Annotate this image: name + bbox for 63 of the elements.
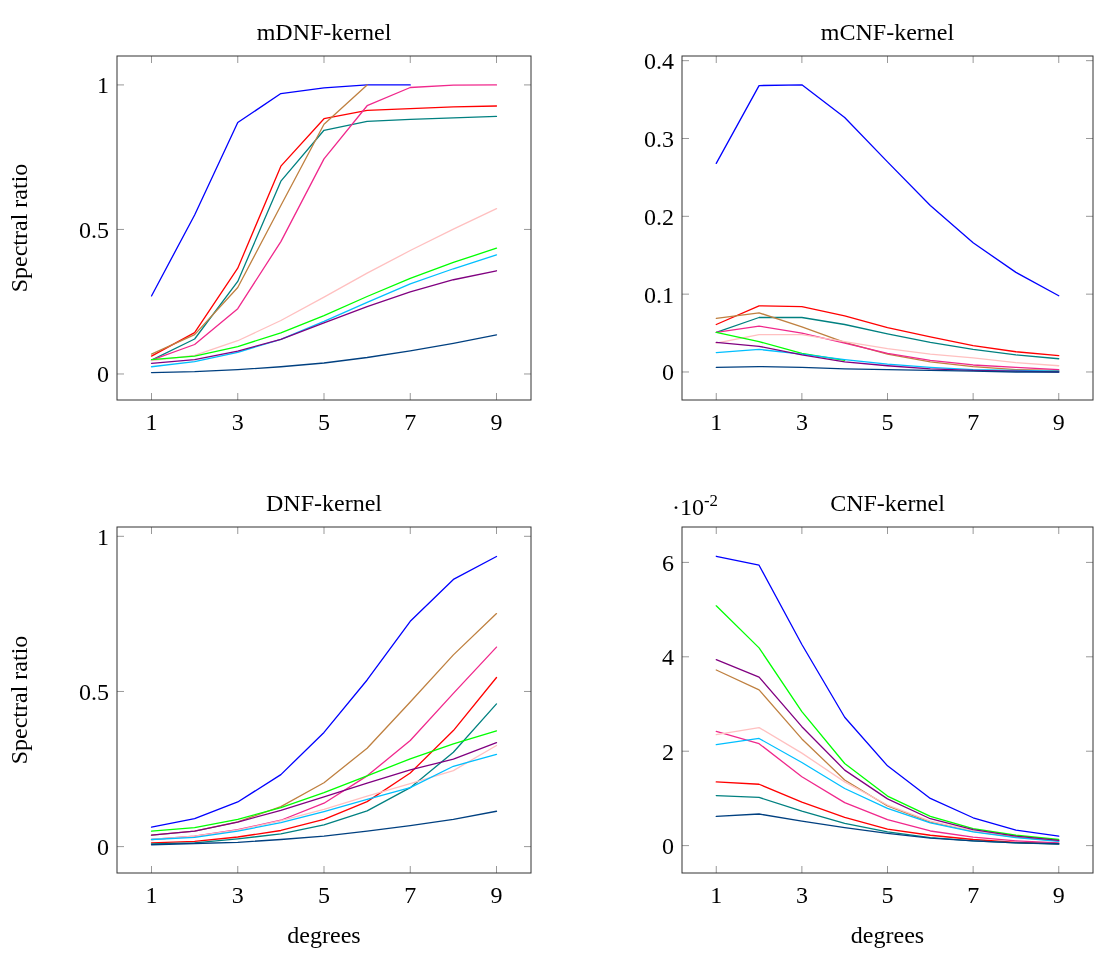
x-tick-label: 5 — [318, 882, 330, 908]
line-series — [150, 703, 498, 845]
x-tick-label: 9 — [1052, 882, 1065, 908]
text: ·10$^{-2}$ — [672, 490, 718, 520]
y-tick-label: 4 — [662, 644, 674, 671]
y-tick-label: 1 — [97, 72, 109, 99]
x-tick-label: 1 — [145, 409, 158, 435]
line-series — [150, 730, 498, 832]
y-tick-label: 0 — [97, 361, 109, 388]
line-series — [715, 312, 1060, 372]
y-axis-title: Spectral ratio — [6, 635, 32, 765]
y-tick-label: 0.4 — [644, 48, 674, 75]
line-series — [715, 605, 1060, 841]
x-tick-label: 5 — [318, 409, 330, 435]
x-tick-label: 9 — [1052, 409, 1065, 435]
chart-title: DNF-kernel — [266, 490, 383, 516]
line-series — [150, 555, 498, 828]
x-tick-label: 7 — [967, 409, 980, 435]
x-tick-label: 3 — [795, 882, 808, 908]
chart-title: mDNF-kernel — [256, 19, 392, 45]
y-tick-label: 0.5 — [79, 216, 109, 243]
x-tick-label: 9 — [490, 409, 503, 435]
line-series — [715, 331, 846, 361]
x-tick-label: 7 — [967, 882, 980, 908]
chart-title: mCNF-kernel — [820, 19, 955, 45]
x-axis-title: degrees — [850, 922, 925, 948]
line-series — [150, 676, 498, 844]
y-tick-label: 0 — [97, 834, 109, 861]
line-series — [715, 333, 1060, 367]
y-axis-title: Spectral ratio — [6, 163, 32, 293]
x-tick-label: 3 — [795, 409, 808, 435]
x-tick-label: 7 — [404, 882, 417, 908]
x-tick-label: 5 — [881, 882, 894, 908]
x-tick-label: 9 — [490, 882, 503, 908]
chart-title: CNF-kernel — [830, 490, 946, 516]
line-series — [715, 555, 1060, 837]
y-tick-label: 0.1 — [644, 281, 674, 308]
x-axis-title: degrees — [287, 922, 361, 948]
y-tick-label: 0.3 — [644, 125, 674, 152]
line-series — [715, 325, 1060, 371]
line-series — [150, 84, 411, 297]
x-tick-label: 1 — [710, 882, 723, 908]
y-tick-label: 6 — [662, 549, 674, 576]
y-tick-label: 0.2 — [644, 203, 674, 230]
x-tick-label: 1 — [145, 882, 158, 908]
line-series — [150, 84, 368, 355]
y-tick-label: 2 — [662, 738, 674, 765]
x-tick-label: 7 — [404, 409, 417, 435]
line-series — [715, 84, 1060, 297]
x-tick-label: 3 — [231, 409, 244, 435]
y-tick-label: 0 — [662, 833, 674, 860]
line-series — [150, 207, 498, 362]
x-tick-label: 3 — [231, 882, 244, 908]
y-tick-label: 1 — [97, 523, 109, 550]
line-series — [715, 813, 1060, 845]
line-series — [150, 810, 498, 846]
line-series — [715, 305, 1060, 357]
line-series — [150, 270, 498, 364]
line-series — [150, 334, 498, 374]
y-tick-label: 0 — [662, 359, 674, 386]
x-tick-label: 1 — [710, 409, 723, 435]
y-tick-label: 0.5 — [79, 678, 109, 705]
x-tick-label: 5 — [881, 409, 894, 435]
